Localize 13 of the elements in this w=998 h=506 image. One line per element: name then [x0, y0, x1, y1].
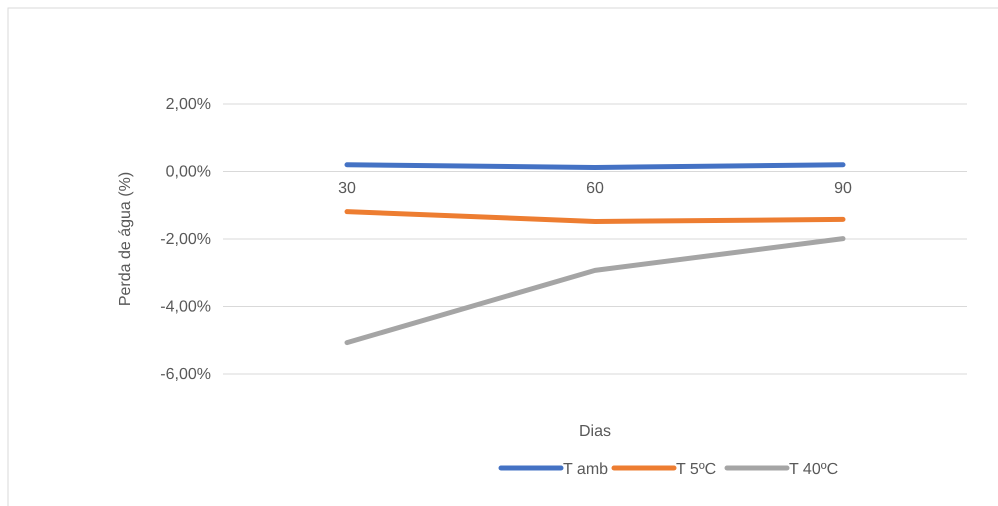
- x-axis-title: Dias: [578, 423, 612, 440]
- y-tick-label: 0,00%: [166, 164, 211, 181]
- legend-label: T amb: [563, 461, 608, 478]
- legend-label: T 5ºC: [676, 461, 716, 478]
- y-tick-label: -6,00%: [160, 366, 211, 384]
- x-tick-label: 60: [586, 180, 604, 197]
- y-axis-title: Perda de água (%): [117, 172, 134, 306]
- legend-label: T 40ºC: [789, 461, 838, 478]
- y-tick-label: -4,00%: [160, 298, 211, 316]
- x-tick-label: 30: [338, 180, 356, 197]
- x-tick-label: 90: [834, 180, 852, 197]
- y-tick-label: -2,00%: [160, 231, 211, 248]
- y-tick-label: 2,00%: [166, 96, 211, 114]
